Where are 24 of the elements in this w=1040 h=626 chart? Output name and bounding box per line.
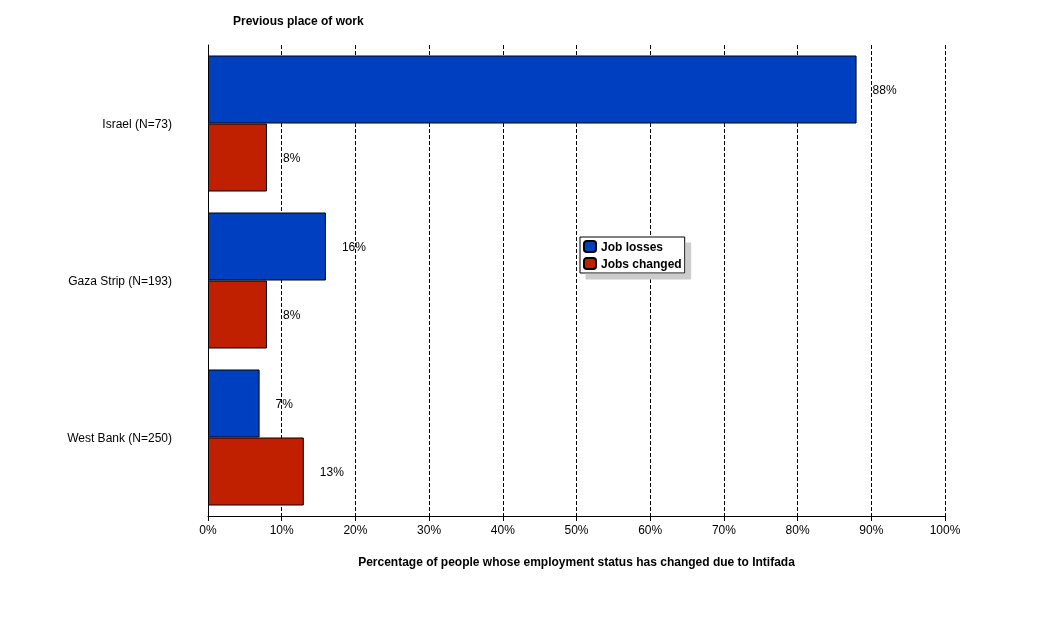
x-tick-label: 20% <box>343 523 368 537</box>
x-tick-label: 60% <box>638 523 663 537</box>
data-label: 13% <box>319 464 345 479</box>
y-tick-label: Israel (N=73) <box>102 116 172 131</box>
data-label: 8% <box>282 150 301 165</box>
data-label: 7% <box>275 396 294 411</box>
x-tick-label: 40% <box>490 523 516 537</box>
y-tick-label: Gaza Strip (N=193) <box>68 273 172 288</box>
x-tick-label: 80% <box>785 523 810 537</box>
x-tick-label: 50% <box>564 523 589 537</box>
x-tick-label: 0% <box>199 523 217 537</box>
x-tick-label: 100% <box>929 523 961 537</box>
chart-title: Previous place of work <box>233 14 365 28</box>
data-label: 88% <box>872 82 897 97</box>
legend-label: Jobs changed <box>601 256 682 271</box>
x-tick-label: 70% <box>711 523 737 537</box>
data-label: 8% <box>282 307 301 322</box>
y-tick-label: West Bank (N=250) <box>67 430 172 445</box>
x-axis-title: Percentage of people whose employment status has changed due to Intifada <box>358 555 796 569</box>
data-label: 16% <box>341 239 367 254</box>
x-tick-label: 10% <box>269 523 295 537</box>
x-tick-label: 90% <box>859 523 884 537</box>
legend-label: Job losses <box>601 239 664 254</box>
x-tick-label: 30% <box>417 523 442 537</box>
